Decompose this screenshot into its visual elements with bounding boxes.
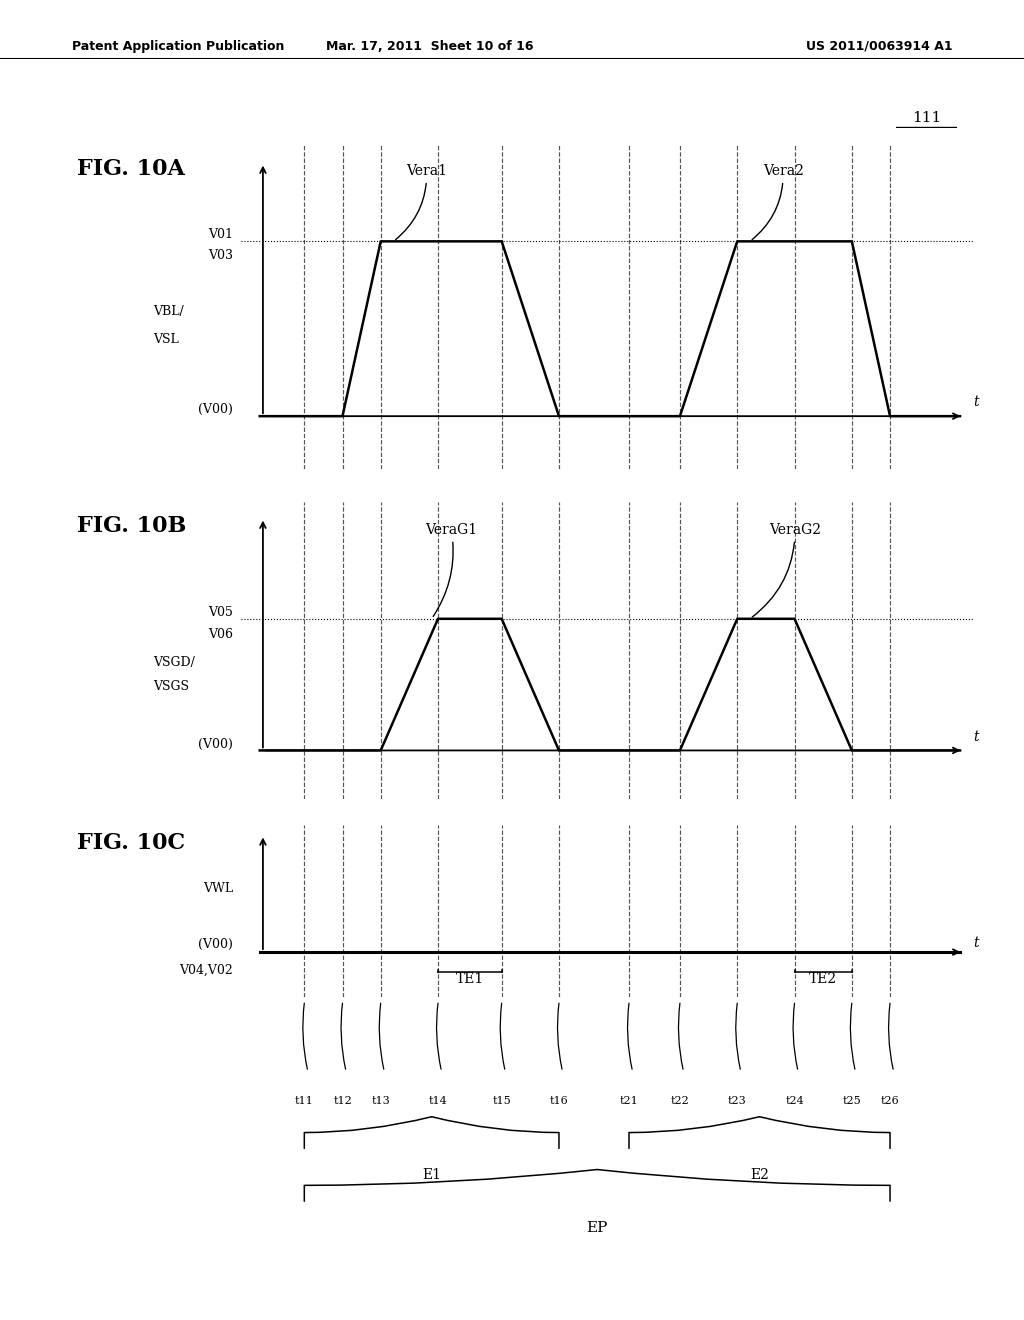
FancyArrowPatch shape — [557, 1003, 562, 1069]
FancyArrowPatch shape — [500, 1003, 505, 1069]
FancyArrowPatch shape — [889, 1003, 893, 1069]
Text: VeraG1: VeraG1 — [425, 523, 477, 616]
Text: VWL: VWL — [203, 882, 233, 895]
Text: t: t — [973, 730, 978, 744]
Text: V01: V01 — [208, 228, 233, 240]
Text: E1: E1 — [422, 1168, 441, 1183]
Text: t22: t22 — [671, 1096, 689, 1106]
FancyArrowPatch shape — [629, 1117, 760, 1148]
Text: t12: t12 — [333, 1096, 352, 1106]
FancyArrowPatch shape — [304, 1170, 597, 1201]
FancyArrowPatch shape — [379, 1003, 384, 1069]
Text: Vera2: Vera2 — [752, 164, 804, 240]
Text: V05: V05 — [209, 606, 233, 619]
Text: VSGS: VSGS — [153, 680, 188, 693]
Text: t13: t13 — [372, 1096, 390, 1106]
Text: t15: t15 — [493, 1096, 511, 1106]
Text: Mar. 17, 2011  Sheet 10 of 16: Mar. 17, 2011 Sheet 10 of 16 — [327, 40, 534, 53]
Text: Patent Application Publication: Patent Application Publication — [72, 40, 284, 53]
Text: EP: EP — [587, 1221, 608, 1236]
FancyArrowPatch shape — [679, 1003, 683, 1069]
Text: t24: t24 — [785, 1096, 804, 1106]
Text: VSL: VSL — [153, 333, 178, 346]
FancyArrowPatch shape — [793, 1003, 798, 1069]
Text: Vera1: Vera1 — [395, 164, 447, 240]
Text: V06: V06 — [208, 628, 233, 642]
FancyArrowPatch shape — [850, 1003, 855, 1069]
Text: US 2011/0063914 A1: US 2011/0063914 A1 — [806, 40, 952, 53]
Text: TE2: TE2 — [809, 973, 838, 986]
FancyArrowPatch shape — [436, 1003, 441, 1069]
Text: t: t — [973, 395, 978, 409]
FancyArrowPatch shape — [628, 1003, 632, 1069]
Text: FIG. 10A: FIG. 10A — [77, 158, 184, 181]
Text: VeraG2: VeraG2 — [753, 523, 821, 618]
Text: (V00): (V00) — [199, 403, 233, 416]
Text: t11: t11 — [295, 1096, 313, 1106]
Text: VBL/: VBL/ — [153, 305, 183, 318]
Text: FIG. 10C: FIG. 10C — [77, 832, 185, 854]
FancyArrowPatch shape — [760, 1117, 890, 1148]
Text: (V00): (V00) — [199, 738, 233, 751]
FancyArrowPatch shape — [341, 1003, 345, 1069]
FancyArrowPatch shape — [597, 1170, 890, 1201]
Text: t25: t25 — [843, 1096, 861, 1106]
Text: (V00): (V00) — [199, 939, 233, 950]
Text: t: t — [973, 936, 978, 949]
Text: 111: 111 — [912, 111, 941, 125]
FancyArrowPatch shape — [736, 1003, 740, 1069]
Text: VSGD/: VSGD/ — [153, 656, 195, 669]
Text: V04,V02: V04,V02 — [179, 964, 233, 977]
FancyArrowPatch shape — [432, 1117, 559, 1148]
Text: t23: t23 — [728, 1096, 746, 1106]
FancyArrowPatch shape — [303, 1003, 307, 1069]
Text: t14: t14 — [429, 1096, 447, 1106]
Text: t16: t16 — [550, 1096, 568, 1106]
Text: t26: t26 — [881, 1096, 899, 1106]
Text: E2: E2 — [751, 1168, 769, 1183]
Text: t21: t21 — [620, 1096, 638, 1106]
Text: TE1: TE1 — [456, 973, 484, 986]
Text: V03: V03 — [208, 249, 233, 261]
Text: FIG. 10B: FIG. 10B — [77, 515, 186, 537]
FancyArrowPatch shape — [304, 1117, 432, 1148]
